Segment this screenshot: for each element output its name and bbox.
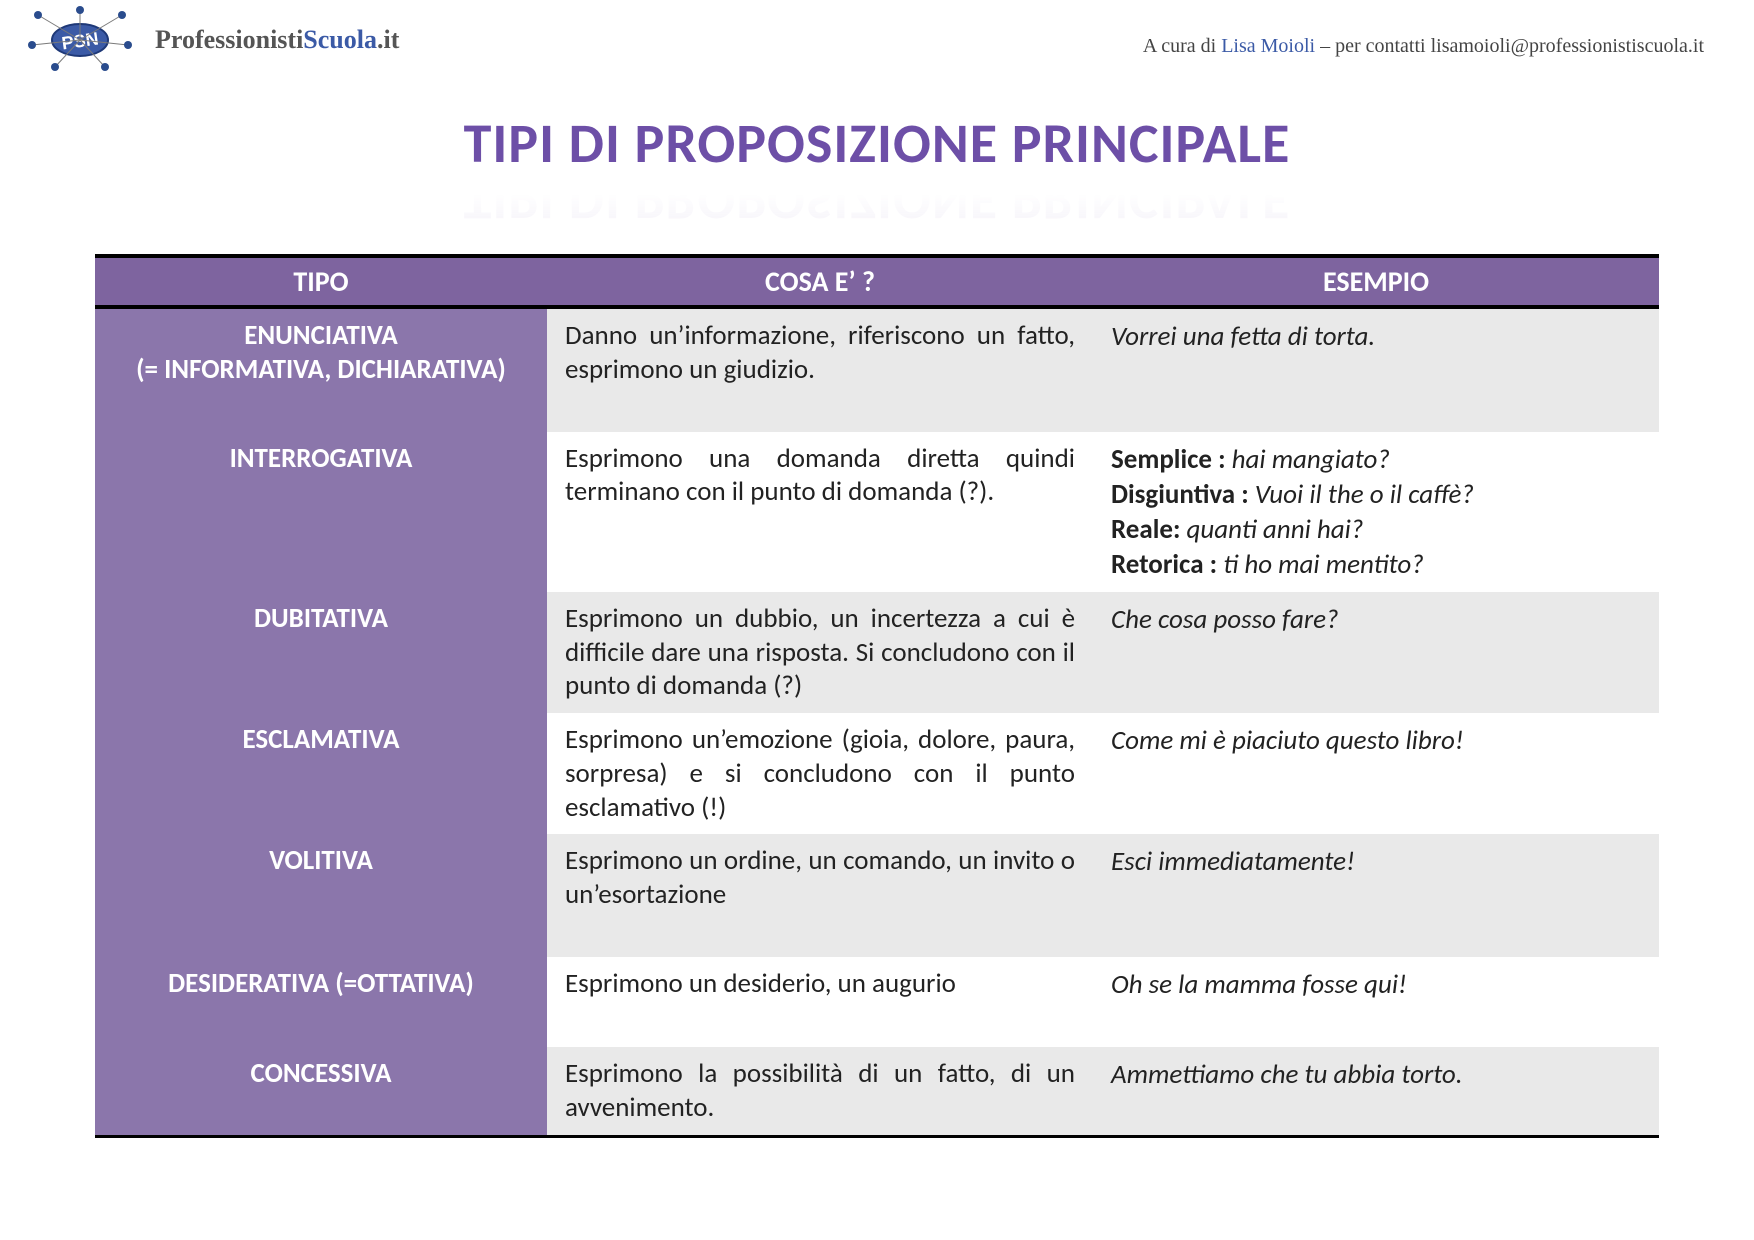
table-row: DESIDERATIVA (=OTTATIVA)Esprimono un des… [95, 957, 1659, 1012]
cell-desc: Esprimono un’emozione (gioia, dolore, pa… [547, 713, 1093, 834]
table-row: ENUNCIATIVA(= INFORMATIVA, DICHIARATIVA)… [95, 307, 1659, 397]
cell-tipo: DUBITATIVA [95, 592, 547, 713]
site-name-suffix: .it [377, 25, 399, 54]
site-name-part1: Professionisti [155, 25, 303, 54]
cell-tipo: ENUNCIATIVA(= INFORMATIVA, DICHIARATIVA) [95, 307, 547, 397]
table-wrapper: TIPO COSA E’ ? ESEMPIO ENUNCIATIVA(= INF… [95, 254, 1659, 1138]
cell-example: Come mi è piaciuto questo libro! [1093, 713, 1659, 834]
cell-desc: Esprimono un desiderio, un augurio [547, 957, 1093, 1012]
table-spacer-row [95, 922, 1659, 957]
page-header: PSN ProfessionistiScuola.it A cura di Li… [0, 0, 1754, 80]
table-header-row: TIPO COSA E’ ? ESEMPIO [95, 256, 1659, 307]
cell-example: Oh se la mamma fosse qui! [1093, 957, 1659, 1012]
site-name-part2: Scuola [303, 25, 377, 54]
table-row: DUBITATIVAEsprimono un dubbio, un incert… [95, 592, 1659, 713]
cell-example: Vorrei una fetta di torta. [1093, 307, 1659, 397]
cell-desc: Esprimono un dubbio, un incertezza a cui… [547, 592, 1093, 713]
cell-tipo: CONCESSIVA [95, 1047, 547, 1136]
table-body: ENUNCIATIVA(= INFORMATIVA, DICHIARATIVA)… [95, 307, 1659, 1136]
byline: A cura di Lisa Moioli – per contatti lis… [1143, 35, 1704, 58]
cell-desc: Esprimono una domanda diretta quindi ter… [547, 432, 1093, 592]
col-cosa: COSA E’ ? [547, 256, 1093, 307]
proposition-table: TIPO COSA E’ ? ESEMPIO ENUNCIATIVA(= INF… [95, 254, 1659, 1138]
table-spacer-row [95, 397, 1659, 432]
col-tipo: TIPO [95, 256, 547, 307]
cell-example: Ammettiamo che tu abbia torto. [1093, 1047, 1659, 1136]
page-title-block: TIPI DI PROPOSIZIONE PRINCIPALE TIPI DI … [0, 110, 1754, 234]
cell-desc: Danno un’informazione, riferiscono un fa… [547, 307, 1093, 397]
table-row: ESCLAMATIVAEsprimono un’emozione (gioia,… [95, 713, 1659, 834]
byline-prefix: A cura di [1143, 35, 1221, 57]
cell-tipo: INTERROGATIVA [95, 432, 547, 592]
cell-example: Esci immediatamente! [1093, 834, 1659, 922]
table-row: INTERROGATIVAEsprimono una domanda diret… [95, 432, 1659, 592]
table-row: CONCESSIVAEsprimono la possibilità di un… [95, 1047, 1659, 1136]
cell-tipo: VOLITIVA [95, 834, 547, 922]
cell-tipo: DESIDERATIVA (=OTTATIVA) [95, 957, 547, 1012]
network-logo-icon: PSN [20, 5, 140, 75]
cell-example: Semplice : hai mangiato?Disgiuntiva : Vu… [1093, 432, 1659, 592]
table-row: VOLITIVAEsprimono un ordine, un comando,… [95, 834, 1659, 922]
byline-suffix: – per contatti lisamoioli@professionisti… [1315, 35, 1704, 57]
cell-desc: Esprimono la possibilità di un fatto, di… [547, 1047, 1093, 1136]
page-title: TIPI DI PROPOSIZIONE PRINCIPALE [464, 110, 1291, 178]
cell-desc: Esprimono un ordine, un comando, un invi… [547, 834, 1093, 922]
col-esempio: ESEMPIO [1093, 256, 1659, 307]
cell-example: Che cosa posso fare? [1093, 592, 1659, 713]
table-spacer-row [95, 1012, 1659, 1047]
cell-tipo: ESCLAMATIVA [95, 713, 547, 834]
site-name: ProfessionistiScuola.it [155, 25, 399, 55]
logo-block: PSN ProfessionistiScuola.it [20, 5, 399, 75]
byline-author: Lisa Moioli [1221, 35, 1315, 57]
